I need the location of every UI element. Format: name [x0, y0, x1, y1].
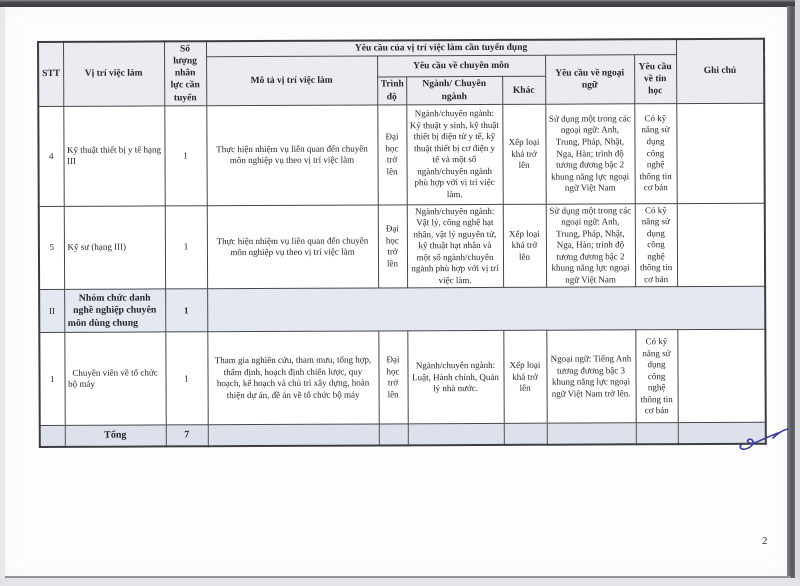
cell-quantity: 1	[165, 332, 208, 426]
col-header-description: Mô tả vị trí việc làm	[206, 56, 378, 106]
cell-degree: Đại học trở lên	[377, 204, 408, 289]
col-header-it: Yêu cầu về tin học	[634, 54, 677, 104]
cell-position: Chuyên viên về tổ chức bộ máy	[64, 332, 166, 426]
cell-empty	[546, 423, 636, 445]
cell-description: Tham gia nghiên cứu, tham mưu, tổng hợp,…	[207, 331, 379, 426]
scan-bottom-margin	[0, 578, 800, 586]
total-value: 7	[165, 425, 208, 447]
cell-language: Sử dụng một trong các ngoại ngữ: Anh, Tr…	[545, 103, 635, 204]
cell-degree: Đại học trở lên	[377, 104, 407, 205]
cell-quantity: 1	[164, 105, 207, 206]
cell-degree: Đại học trở lên	[378, 331, 408, 425]
cell-stt: 4	[38, 106, 64, 207]
cell-stt: 1	[39, 332, 65, 426]
cell-note	[677, 329, 766, 423]
col-header-degree: Trình độ	[377, 77, 407, 105]
cell-position: Kỹ sư (hạng III)	[63, 205, 166, 290]
cell-note	[676, 102, 765, 204]
recruitment-requirements-table: STT Vị trí việc làm Số lượng nhân lực cầ…	[37, 37, 767, 448]
cell-quantity: 1	[165, 289, 208, 333]
cell-description: Thực hiện nhiệm vụ liên quan đến chuyên …	[206, 204, 379, 290]
cell-merged-empty	[207, 286, 766, 333]
col-header-language: Yêu cầu về ngoại ngữ	[545, 54, 635, 104]
cell-it: Có kỹ năng sử dụng công nghệ thông tin c…	[634, 203, 678, 288]
scan-right-edge	[787, 6, 795, 578]
col-header-other: Khác	[502, 76, 546, 105]
total-label: Tổng	[64, 425, 166, 447]
cell-major: Ngành/chuyên ngành: Luật, Hành chính, Qu…	[407, 330, 504, 425]
cell-empty	[503, 423, 547, 445]
scan-right-margin	[795, 0, 800, 586]
cell-empty	[407, 423, 504, 446]
col-header-professional-group: Yêu cầu về chuyên môn	[377, 55, 546, 78]
signature-mark	[739, 428, 789, 450]
cell-it: Có kỹ năng sử dụng công nghệ thông tin c…	[635, 329, 678, 424]
cell-other: Xếp loại khá trở lên	[502, 103, 546, 205]
cell-description: Thực hiện nhiệm vụ liên quan đến chuyên …	[206, 104, 378, 206]
cell-empty	[635, 422, 678, 445]
total-row: Tổng 7	[39, 422, 766, 447]
table-row: 4 Kỹ thuật thiết bị y tế hạng III 1 Thực…	[38, 102, 765, 207]
cell-quantity: 1	[164, 205, 208, 290]
cell-major: Ngành/chuyên ngành: Kỹ thuật y sinh, kỹ …	[406, 104, 503, 205]
cell-other: Xếp loại khá trở lên	[502, 203, 547, 288]
cell-position: Kỹ thuật thiết bị y tế hạng III	[63, 105, 165, 207]
cell-other: Xếp loại khá trở lên	[503, 330, 547, 424]
cell-it: Có kỹ năng sử dụng công nghệ thông tin c…	[634, 103, 677, 204]
section-row: II Nhóm chức danh nghề nghiệp chuyên môn…	[39, 286, 766, 333]
cell-stt: 5	[38, 206, 65, 290]
page-number: 2	[762, 535, 768, 547]
cell-language: Sử dụng một trong các ngoại ngữ: Anh, Tr…	[545, 203, 636, 288]
cell-stt	[39, 425, 65, 447]
scan-bottom-edge	[5, 576, 791, 578]
cell-major: Ngành/chuyên ngành: Vật lý, công nghệ hạ…	[406, 204, 504, 289]
cell-stt: II	[39, 289, 65, 333]
table-row: 1 Chuyên viên về tổ chức bộ máy 1 Tham g…	[39, 329, 766, 426]
col-header-position: Vị trí việc làm	[63, 41, 165, 107]
cell-note	[676, 202, 766, 287]
cell-empty	[207, 424, 379, 447]
cell-position: Nhóm chức danh nghề nghiệp chuyên môn dù…	[64, 289, 166, 333]
col-header-notes: Ghi chú	[676, 38, 765, 104]
col-header-major: Ngành/ Chuyên ngành	[406, 76, 503, 105]
cell-empty	[378, 424, 408, 446]
table-row: 5 Kỹ sư (hạng III) 1 Thực hiện nhiệm vụ …	[38, 202, 766, 290]
col-header-quantity: Số lượng nhân lực cần tuyển	[164, 41, 207, 106]
scan-top-edge	[0, 0, 800, 7]
recruitment-table-wrapper: STT Vị trí việc làm Số lượng nhân lực cầ…	[37, 37, 767, 448]
cell-language: Ngoại ngữ: Tiếng Anh tương đương bậc 3 k…	[546, 330, 636, 424]
col-header-stt: STT	[38, 41, 64, 107]
